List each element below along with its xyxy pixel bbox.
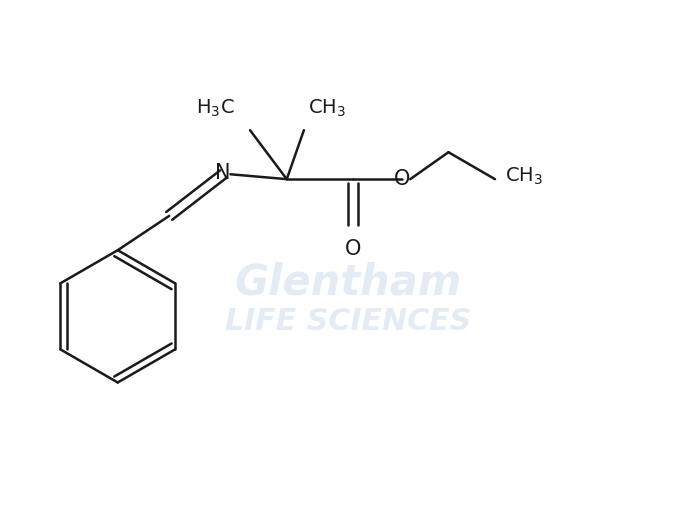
- Text: H$_3$C: H$_3$C: [196, 98, 235, 120]
- Text: N: N: [215, 163, 231, 183]
- Text: CH$_3$: CH$_3$: [505, 166, 543, 187]
- Text: O: O: [394, 169, 410, 189]
- Text: CH$_3$: CH$_3$: [308, 98, 346, 120]
- Text: O: O: [345, 239, 361, 259]
- Text: LIFE SCIENCES: LIFE SCIENCES: [225, 307, 471, 336]
- Text: Glentham: Glentham: [235, 261, 461, 303]
